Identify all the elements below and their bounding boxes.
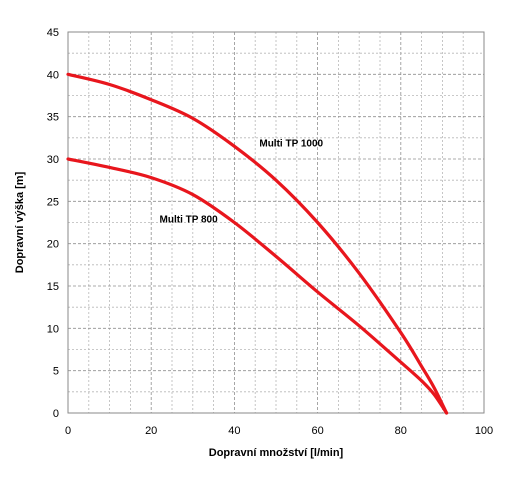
- y-tick-label: 0: [53, 408, 59, 420]
- series-label: Multi TP 1000: [259, 138, 323, 149]
- x-tick-label: 100: [475, 425, 493, 437]
- series-lines: [66, 72, 449, 415]
- series-line-multi-tp-1000: [66, 72, 449, 415]
- grid: [68, 32, 484, 413]
- x-tick-label: 60: [311, 425, 323, 437]
- y-tick-label: 45: [47, 27, 59, 39]
- x-axis-title: Dopravní množství [l/min]: [209, 447, 344, 459]
- y-tick-label: 10: [47, 323, 59, 335]
- series-label: Multi TP 800: [160, 215, 219, 226]
- x-tick-label: 80: [395, 425, 407, 437]
- x-tick-label: 40: [228, 425, 240, 437]
- series-line-multi-tp-800: [66, 157, 449, 415]
- y-tick-label: 35: [47, 112, 59, 124]
- y-tick-label: 30: [47, 154, 59, 166]
- x-axis-ticks: 0 20 40 60 80 100: [65, 425, 493, 437]
- y-axis-title: Dopravní výška [m]: [14, 171, 26, 273]
- y-tick-label: 25: [47, 196, 59, 208]
- y-tick-label: 5: [53, 366, 59, 378]
- y-axis-ticks: 0 5 10 15 20 25 30 35 40 45: [47, 27, 59, 420]
- x-tick-label: 0: [65, 425, 71, 437]
- series-annotations: Multi TP 1000 Multi TP 800: [160, 138, 324, 225]
- y-tick-label: 40: [47, 69, 59, 81]
- x-tick-label: 20: [145, 425, 157, 437]
- y-tick-label: 15: [47, 281, 59, 293]
- plot-frame: [67, 31, 485, 414]
- y-tick-label: 20: [47, 239, 59, 251]
